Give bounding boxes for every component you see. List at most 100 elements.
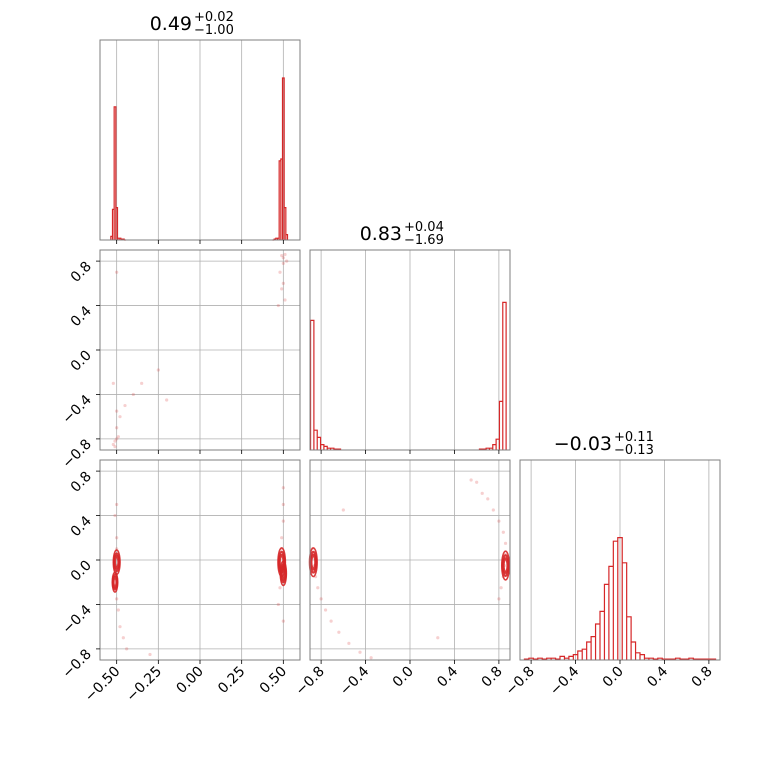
sample-point xyxy=(278,270,282,274)
sample-point xyxy=(165,398,169,402)
sample-point xyxy=(115,502,119,507)
sample-point xyxy=(156,368,160,372)
x-tick-label: 0.4 xyxy=(434,663,461,690)
sample-point xyxy=(358,650,362,654)
sample-point xyxy=(329,619,333,623)
sample-point xyxy=(111,381,115,385)
sample-point xyxy=(115,426,119,430)
diagonal-panel-0 xyxy=(116,40,284,240)
sample-point xyxy=(121,636,125,640)
sample-point xyxy=(125,647,129,651)
x-tick-label: −0.8 xyxy=(293,664,328,699)
y-tick-label: 0.8 xyxy=(68,259,95,286)
sample-point xyxy=(116,608,120,612)
x-tick-label: 0.00 xyxy=(173,664,206,697)
sample-point xyxy=(341,508,345,512)
histogram-step xyxy=(523,537,717,660)
sample-point xyxy=(486,497,490,501)
sample-point xyxy=(123,403,127,408)
y-tick-label: −0.4 xyxy=(59,602,94,637)
sample-point xyxy=(131,392,135,397)
scatter-1-2 xyxy=(310,478,508,660)
sample-point xyxy=(501,530,505,534)
title-minus-error: −1.00 xyxy=(194,23,234,38)
density-contour xyxy=(280,565,287,581)
panel-2-0 xyxy=(100,460,300,660)
sample-point xyxy=(491,508,495,512)
sample-point xyxy=(475,480,479,484)
sample-point xyxy=(497,597,501,601)
sample-point xyxy=(347,641,351,645)
sample-point xyxy=(148,652,152,657)
y-tick-label: −0.8 xyxy=(59,646,94,681)
sample-point xyxy=(499,586,503,590)
x-tick-label: −0.25 xyxy=(124,664,166,706)
x-tick-label: −0.4 xyxy=(547,663,582,698)
sample-point xyxy=(118,415,122,419)
title-2: −0.03 +0.11−0.13 xyxy=(554,430,654,458)
histogram-step xyxy=(110,77,289,241)
sample-point xyxy=(480,491,484,495)
sample-point xyxy=(140,381,144,385)
sample-point xyxy=(323,608,328,612)
sample-point xyxy=(316,586,320,590)
title-plus-error: +0.11 xyxy=(614,430,654,445)
panel-2-1 xyxy=(310,460,510,660)
title-median: 0.49 xyxy=(150,13,192,35)
x-tick-label: −0.50 xyxy=(82,664,124,706)
y-tick-label: −0.8 xyxy=(59,436,94,471)
panel-1-0 xyxy=(100,250,300,450)
sample-point xyxy=(281,519,285,523)
sample-point xyxy=(280,253,284,258)
density-contour xyxy=(113,554,121,570)
sample-point xyxy=(118,625,122,629)
sample-point xyxy=(281,502,285,507)
sample-point xyxy=(278,586,282,590)
sample-point xyxy=(113,445,117,449)
sample-point xyxy=(319,597,323,601)
y-tick-label: 0.8 xyxy=(68,469,95,496)
x-tick-label: 0.0 xyxy=(600,664,627,691)
density-contour xyxy=(309,553,317,571)
y-tick-label: 0.4 xyxy=(68,513,95,540)
sample-point xyxy=(281,486,285,490)
sample-point xyxy=(111,442,115,447)
y-tick-label: 0.4 xyxy=(68,303,95,330)
x-tick-label: 0.8 xyxy=(479,664,506,691)
scatter-0-2 xyxy=(111,486,287,657)
sample-point xyxy=(281,261,285,265)
sample-point xyxy=(116,435,120,439)
title-minus-error: −0.13 xyxy=(614,443,654,458)
sample-point xyxy=(281,281,285,285)
sample-point xyxy=(369,656,373,660)
sample-point xyxy=(285,259,289,263)
sample-point xyxy=(113,513,117,518)
sample-point xyxy=(281,256,285,260)
sample-point xyxy=(115,597,119,601)
sample-point xyxy=(469,478,473,482)
sample-point xyxy=(436,636,440,640)
sample-point xyxy=(115,536,119,540)
sample-point xyxy=(115,437,119,441)
sample-point xyxy=(115,270,119,274)
histogram-step xyxy=(309,301,507,450)
density-contour xyxy=(501,557,510,574)
x-tick-label: −0.4 xyxy=(337,663,372,698)
title-median: −0.03 xyxy=(554,433,612,455)
title-0: 0.49 +0.02−1.00 xyxy=(150,10,234,38)
sample-point xyxy=(503,541,508,545)
diagonal-panel-2 xyxy=(530,460,710,660)
scatter-0-1 xyxy=(111,252,289,449)
y-tick-label: −0.4 xyxy=(59,392,94,427)
sample-point xyxy=(280,536,284,540)
title-minus-error: −1.69 xyxy=(404,233,444,248)
x-tick-label: 0.8 xyxy=(689,664,716,691)
x-tick-label: 0.25 xyxy=(215,664,248,697)
sample-point xyxy=(337,630,341,634)
sample-point xyxy=(276,602,280,607)
sample-point xyxy=(276,303,280,308)
title-1: 0.83 +0.04−1.69 xyxy=(360,220,444,248)
title-plus-error: +0.02 xyxy=(194,10,234,25)
sample-point xyxy=(283,298,287,302)
